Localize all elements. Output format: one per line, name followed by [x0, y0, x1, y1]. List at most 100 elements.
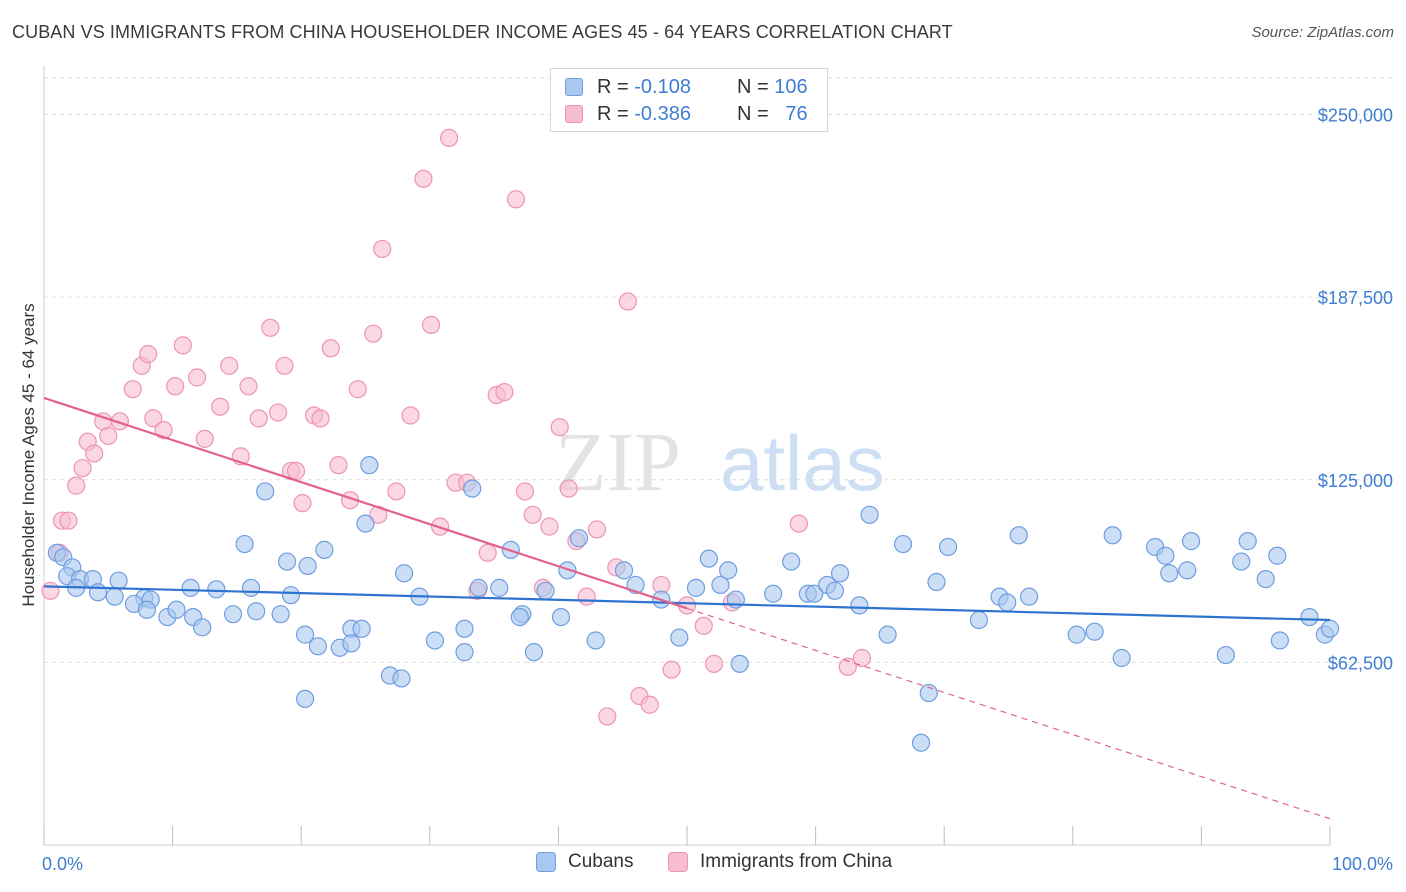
cubans-point-77: [878, 625, 897, 644]
cubans-point-74: [830, 564, 850, 583]
china-point-24: [249, 409, 268, 428]
cubans-point-103: [1300, 607, 1319, 627]
cubans-point-37: [308, 637, 328, 656]
cubans-point-24: [271, 605, 290, 624]
cubans-point-9: [105, 587, 124, 606]
x-tick-label-max: 100.0%: [1332, 854, 1393, 874]
legend-r-value-cubans: -0.108: [634, 75, 691, 98]
cubans-point-52: [524, 643, 544, 662]
cubans-point-101: [1268, 546, 1287, 565]
legend-n-value-china: 76: [785, 102, 808, 125]
cubans-point-64: [711, 575, 730, 595]
cubans-point-56: [569, 529, 589, 548]
cubans-point-68: [764, 584, 783, 603]
cubans-point-97: [1216, 645, 1235, 665]
cubans-point-58: [614, 561, 634, 580]
cubans-point-40: [392, 669, 411, 688]
china-point-11: [123, 380, 142, 399]
legend-swatch-cubans: [565, 78, 583, 96]
china-point-38: [373, 239, 392, 259]
cubans-point-53: [536, 581, 555, 600]
cubans-point-17: [137, 600, 156, 619]
cubans-point-51: [510, 607, 529, 627]
china-point-0: [41, 581, 60, 600]
cubans-point-30: [277, 552, 297, 571]
cubans-point-88: [1103, 526, 1122, 545]
china-point-56: [540, 517, 559, 536]
legend-item-label-cubans: Cubans: [568, 851, 634, 872]
china-point-41: [401, 406, 420, 425]
cubans-point-23: [247, 602, 266, 621]
cubans-point-46: [463, 479, 482, 498]
china-point-45: [439, 128, 459, 147]
cubans-point-65: [719, 561, 738, 580]
china-point-3: [59, 511, 78, 530]
china-point-32: [311, 409, 330, 428]
china-point-13: [139, 345, 158, 364]
china-point-74: [852, 648, 871, 668]
china-point-18: [187, 368, 207, 387]
cubans-point-85: [1009, 526, 1028, 545]
cubans-point-99: [1238, 532, 1257, 551]
cubans-point-12: [207, 580, 226, 599]
legend-row-china: R = -0.386 N = 76: [565, 102, 808, 126]
series-china-points: [41, 128, 871, 726]
china-point-54: [523, 505, 542, 524]
cubans-point-73: [825, 581, 844, 600]
cubans-point-67: [730, 654, 749, 673]
china-point-5: [73, 458, 92, 478]
cubans-point-94: [1160, 564, 1179, 583]
china-point-71: [704, 654, 724, 673]
cubans-point-93: [1156, 546, 1175, 565]
trend-line-china-extension: [686, 607, 1331, 820]
china-point-7: [85, 444, 104, 463]
cubans-point-21: [193, 618, 212, 637]
china-point-26: [268, 403, 288, 422]
trend-line-china: [43, 396, 688, 610]
cubans-point-87: [998, 593, 1017, 612]
cubans-point-82: [938, 537, 958, 557]
watermark-atlas: atlas: [720, 419, 885, 507]
china-point-40: [387, 482, 406, 501]
china-point-34: [329, 456, 348, 475]
cubans-point-42: [425, 631, 445, 650]
cubans-point-102: [1270, 631, 1289, 650]
source-label: Source: ZipAtlas.com: [1251, 24, 1394, 41]
legend-n-label-cubans: N =: [737, 75, 769, 98]
china-point-21: [220, 356, 239, 375]
cubans-point-48: [490, 578, 509, 597]
legend-row-cubans: R = -0.108 N = 106: [565, 75, 808, 99]
cubans-point-98: [1232, 552, 1251, 571]
china-point-49: [478, 543, 497, 562]
cubans-point-81: [927, 572, 946, 592]
china-point-64: [618, 292, 637, 311]
legend-r-value-china: -0.386: [634, 102, 691, 125]
china-point-33: [321, 339, 340, 358]
cubans-point-28: [235, 534, 254, 554]
cubans-point-57: [586, 631, 605, 650]
cubans-point-31: [315, 540, 334, 559]
china-point-75: [789, 514, 808, 533]
x-tick-label-min: 0.0%: [42, 854, 83, 874]
cubans-point-63: [699, 549, 718, 568]
cubans-point-95: [1178, 561, 1197, 580]
cubans-point-32: [298, 556, 317, 576]
cubans-point-41: [394, 564, 414, 583]
legend-r-label-china: R =: [597, 102, 635, 125]
cubans-point-62: [686, 578, 706, 597]
china-point-62: [598, 707, 617, 726]
cubans-point-22: [223, 605, 243, 624]
china-point-53: [515, 482, 535, 501]
y-tick-labels: $62,500 $125,000 $187,500 $250,000: [1318, 106, 1393, 674]
cubans-point-69: [782, 552, 801, 571]
y-tick-label-0: $62,500: [1328, 653, 1393, 673]
cubans-point-100: [1256, 570, 1275, 589]
china-point-43: [421, 315, 441, 335]
cubans-point-71: [805, 584, 824, 603]
watermark: ZIP atlas: [555, 416, 885, 509]
y-tick-label-3: $250,000: [1318, 106, 1393, 126]
legend-item-swatch-china: [668, 852, 688, 872]
china-point-10: [110, 412, 129, 431]
cubans-point-96: [1182, 532, 1201, 551]
cubans-point-83: [969, 610, 989, 630]
